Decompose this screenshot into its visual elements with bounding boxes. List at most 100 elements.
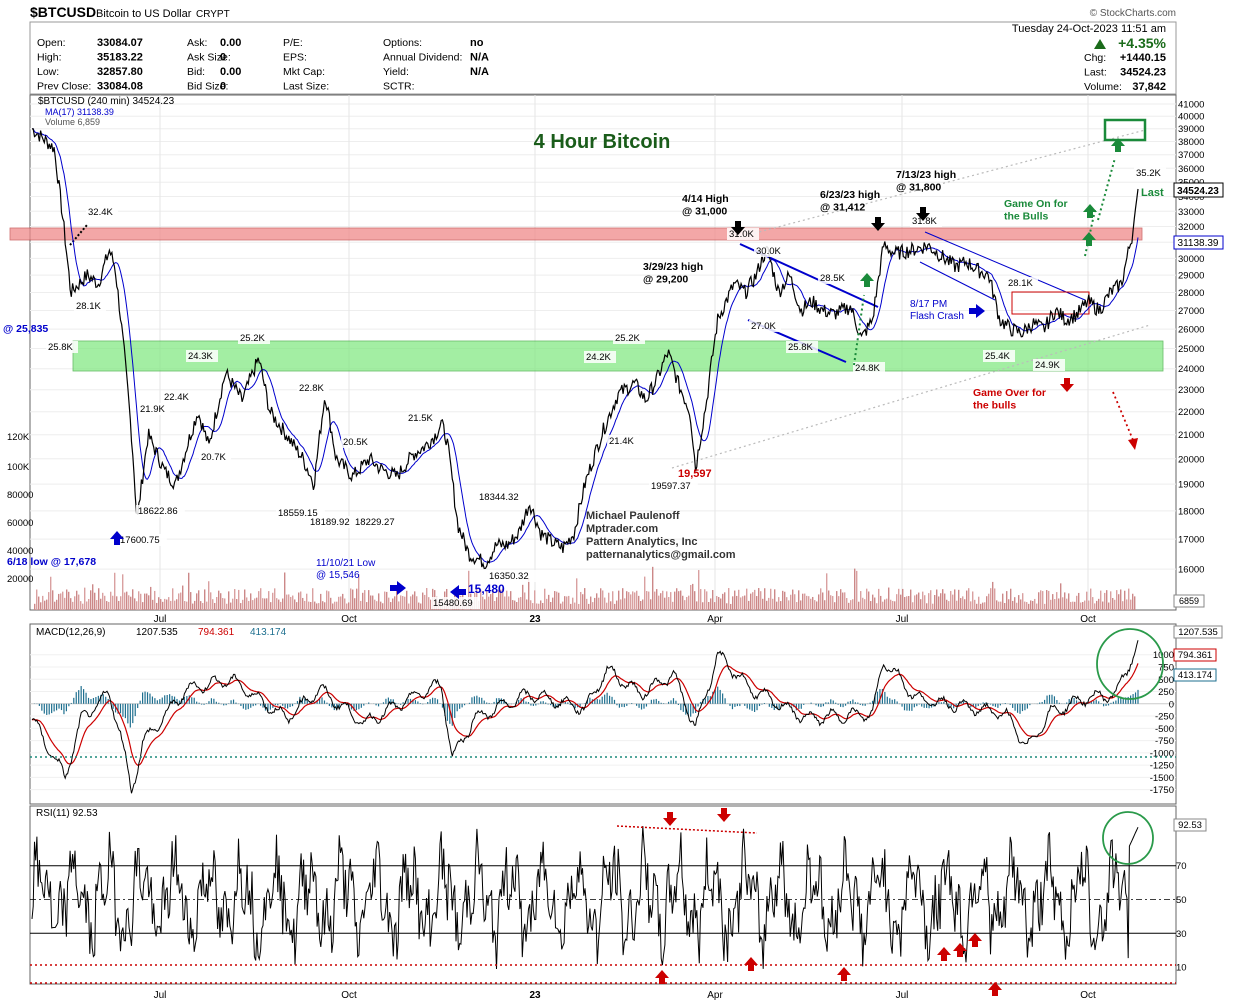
volume-bar [704,589,706,610]
volume-bar [794,594,796,610]
volume-bar [1116,590,1118,610]
price-label: 27.0K [751,321,776,332]
volume-bar [512,600,514,610]
volume-bar [698,570,700,610]
price-tick-label: 25000 [1178,344,1204,355]
volume-bar [696,601,698,610]
volume-bar [1016,602,1018,610]
volume-bar [156,602,158,610]
volume-bar [374,599,376,610]
volume-bar [914,595,916,610]
price-tick-label: 32000 [1178,222,1204,233]
volume-bar [564,596,566,610]
volume-bar [378,593,380,610]
down-arrow-icon [731,221,745,235]
price-label-bg [853,362,885,374]
volume-bar [130,596,132,610]
volume-bar [212,599,214,610]
volume-bar [366,602,368,610]
volume-bar [134,598,136,610]
volume-bar [1104,592,1106,610]
volume-bar [1048,590,1050,610]
volume-bar [752,592,754,610]
annotations: 4/14 High @ 31,000 6/23/23 high @ 31,412 7/1… [3,169,1068,596]
volume-bar [798,590,800,610]
volume-bar [346,603,348,610]
volume-bar [1028,603,1030,610]
volume-bar [946,599,948,610]
price-tick-label: 19000 [1178,480,1204,491]
price-label-bg [607,435,639,447]
volume-bar [710,598,712,610]
volume-bar [422,592,424,610]
volume-bar [970,601,972,610]
volume-bar [36,589,38,610]
up-arrow-icon [968,933,982,947]
volume-bar [722,593,724,610]
header-field-value: 0.00 [220,66,241,78]
volume-bar [884,599,886,610]
volume-bar [1030,600,1032,610]
price-legend-3: Volume 6,859 [45,117,100,127]
rsi-panel [29,805,1177,985]
volume-bar [562,601,564,610]
volume-bar [376,601,378,610]
volume-bar [416,596,418,610]
volume-bar [90,590,92,610]
volume-bar [1132,593,1134,610]
volume-bar [368,590,370,610]
volume-bar [292,595,294,610]
header-field-label: High: [37,52,62,64]
price-label: 21.9K [140,404,165,415]
volume-bar [688,595,690,610]
volume-bar [250,593,252,610]
annotation-line: @ 25,835 [3,323,48,335]
volume-bar [384,591,386,610]
price-tick-label: 39000 [1178,124,1204,135]
volume-bar [766,600,768,610]
macd-val-3: 413.174 [1178,670,1212,681]
volume-bar [944,593,946,610]
volume-bar [1120,589,1122,610]
volume-bar [68,591,70,610]
price-label: 32.4K [88,207,113,218]
volume-bar [1118,594,1120,610]
x-tick-label: 23 [529,614,541,625]
green-dotted-path [1097,157,1116,221]
volume-bar [222,598,224,610]
volume-bar [338,596,340,610]
volume-bar [712,590,714,610]
price-legend-2: MA(17) 31138.39 [45,107,114,117]
volume-bar [730,603,732,610]
volume-bar [668,597,670,610]
macd-val-box-1 [1173,625,1223,639]
volume-bar [666,591,668,610]
volume-bar [278,599,280,610]
header-field-label: Prev Close: [37,81,91,93]
volume-bar [514,600,516,610]
x-tick-label: Jul [896,614,909,625]
volume-bar [728,588,730,610]
volume-bar [676,588,678,610]
volume-bar [172,588,174,610]
header-field-label: Ask Size: [187,52,231,64]
volume-bar [732,596,734,610]
volume-bar [660,593,662,610]
header-field-label: EPS: [283,52,307,64]
volume-bar [658,595,660,610]
volume-bar [808,596,810,610]
volume-bar [574,602,576,610]
annotation-line: 4/14 High [682,193,729,205]
volume-bar [186,601,188,610]
volume-value: 6859 [1179,596,1199,606]
volume-bar [1066,598,1068,610]
annotation-text: 3/29/23 high @ 29,200 [643,261,703,286]
volume-value-box [1173,594,1205,608]
volume-bar [264,598,266,610]
volume-bar [1076,595,1078,610]
price-label: 31.8K [912,216,937,227]
price-label: 25.8K [48,342,73,353]
price-label-bg [613,332,645,344]
volume-bar [598,597,600,610]
annotation-line: 15,480 [468,582,505,596]
